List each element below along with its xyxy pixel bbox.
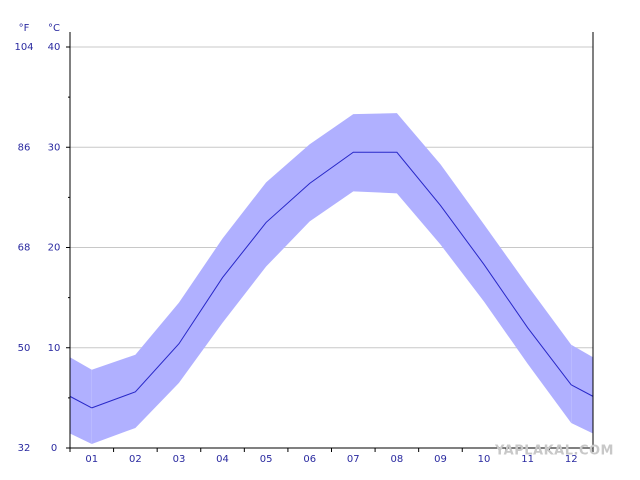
temperature-range-band-edge — [70, 357, 92, 444]
x-tick-label: 12 — [565, 454, 578, 465]
x-tick-label: 11 — [521, 454, 534, 465]
temperature-range-band-edge — [571, 344, 593, 434]
y-tick-label: 0 — [51, 443, 57, 454]
mean-temperature-line-edge — [570, 384, 594, 397]
x-tick-label: 03 — [173, 454, 186, 465]
x-tick-label: 10 — [478, 454, 491, 465]
x-tick-label: 08 — [391, 454, 404, 465]
y2-axis-label: °F — [19, 23, 30, 34]
y2-tick-label: 68 — [18, 243, 31, 254]
x-tick-label: 04 — [216, 454, 229, 465]
x-tick-label: 05 — [260, 454, 273, 465]
x-tick-label: 01 — [85, 454, 98, 465]
y-tick-label: 30 — [48, 142, 61, 153]
y2-tick-label: 86 — [18, 142, 31, 153]
x-tick-label: 09 — [434, 454, 447, 465]
y-axis-label: °C — [48, 23, 60, 34]
y-tick-label: 40 — [48, 42, 61, 53]
x-tick-label: 06 — [303, 454, 316, 465]
x-tick-label: 02 — [129, 454, 142, 465]
y-tick-label: 10 — [48, 343, 61, 354]
y2-tick-label: 50 — [18, 343, 31, 354]
x-tick-label: 07 — [347, 454, 360, 465]
watermark: YAPLAKAL.COM — [494, 444, 614, 459]
y2-tick-label: 32 — [18, 443, 31, 454]
mean-temperature-line — [91, 151, 572, 409]
y-tick-label: 20 — [48, 243, 61, 254]
y2-tick-label: 104 — [14, 42, 33, 53]
mean-temperature-line-edge — [69, 395, 93, 409]
temperature-range-band — [91, 113, 572, 444]
